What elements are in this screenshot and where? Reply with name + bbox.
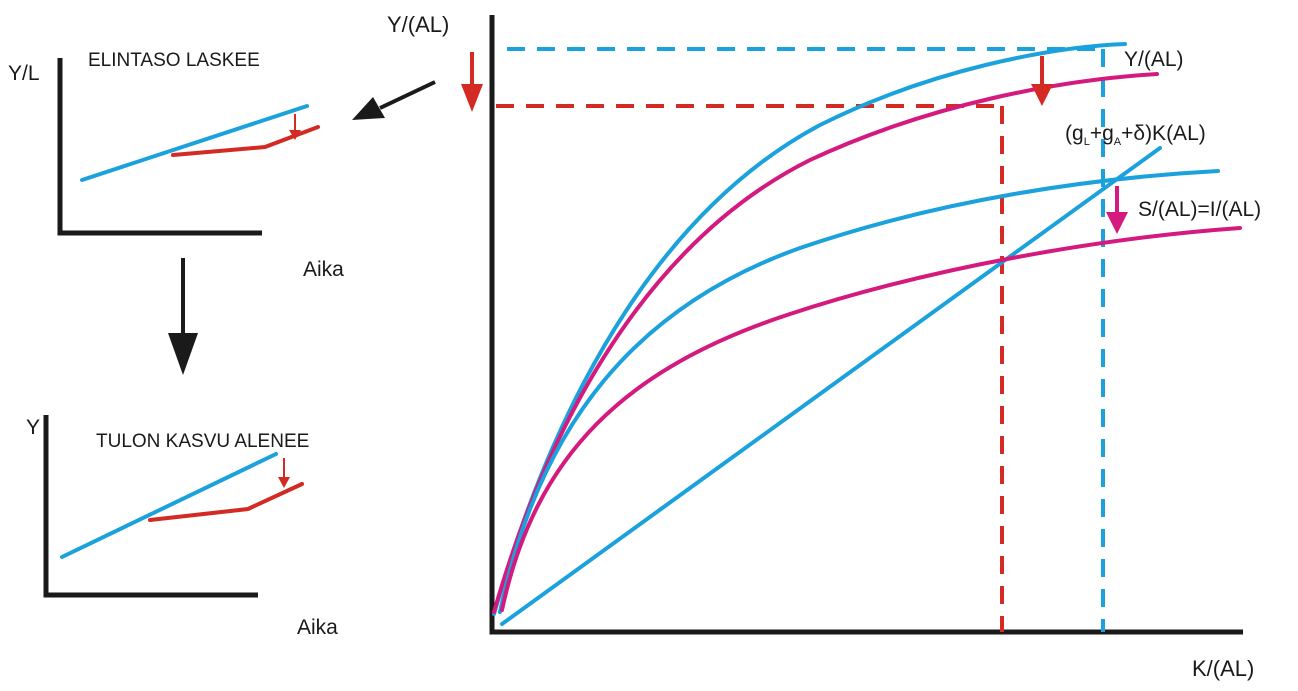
production-shift-red-down-arrow-icon xyxy=(1031,56,1053,106)
bottom-panel-x-label: Aika xyxy=(297,616,338,639)
savings-shift-magenta-down-arrow-icon xyxy=(1106,186,1128,234)
bottom-panel-axes xyxy=(43,415,258,598)
arrow-left-down-icon xyxy=(352,80,436,120)
new-savings-curve xyxy=(500,226,1242,612)
y-axis-red-down-arrow-icon xyxy=(461,52,483,112)
bottom-panel-red-down-arrow-icon xyxy=(278,458,290,488)
investment-label-plus-g: +g xyxy=(1090,122,1114,145)
top-panel-trend-line xyxy=(80,104,309,182)
arrow-down-icon xyxy=(168,258,198,375)
original-production-curve xyxy=(492,42,1127,616)
main-panel-y-label: Y/(AL) xyxy=(387,12,449,37)
bottom-panel-trend-line xyxy=(60,452,278,559)
main-panel-x-label: K/(AL) xyxy=(1192,656,1254,681)
investment-label-sub-a: A xyxy=(1114,136,1122,148)
bottom-panel-y-label: Y xyxy=(26,416,40,439)
top-panel: Y/L ELINTASO LASKEE Aika xyxy=(8,50,344,281)
production-function-label: Y/(AL) xyxy=(1124,48,1184,71)
top-panel-lowered-path xyxy=(171,125,320,157)
investment-label-rest: +δ)K(AL) xyxy=(1121,122,1206,145)
top-panel-red-down-arrow-icon xyxy=(289,114,301,140)
investment-line-label: (gL+gA+δ)K(AL) xyxy=(1065,122,1206,148)
bottom-panel-title: TULON KASVU ALENEE xyxy=(96,431,309,452)
investment-label-sub-l: L xyxy=(1084,136,1090,148)
top-panel-y-label: Y/L xyxy=(8,62,40,85)
top-panel-x-label: Aika xyxy=(303,258,344,281)
investment-label-open: (g xyxy=(1065,122,1084,145)
bottom-panel: Y TULON KASVU ALENEE Aika xyxy=(26,415,338,639)
original-savings-curve xyxy=(498,169,1220,614)
top-panel-axes xyxy=(57,58,262,236)
bottom-panel-lowered-path xyxy=(148,482,304,522)
main-panel: Y/(AL) K/(AL) Y/(AL) (gL+gA+δ)K(AL) S/(A… xyxy=(387,12,1261,681)
top-panel-title: ELINTASO LASKEE xyxy=(88,50,260,71)
investment-requirement-line xyxy=(500,146,1162,626)
new-production-curve xyxy=(492,72,1159,614)
savings-investment-label: S/(AL)=I/(AL) xyxy=(1138,198,1261,221)
main-panel-axes xyxy=(489,15,1243,635)
